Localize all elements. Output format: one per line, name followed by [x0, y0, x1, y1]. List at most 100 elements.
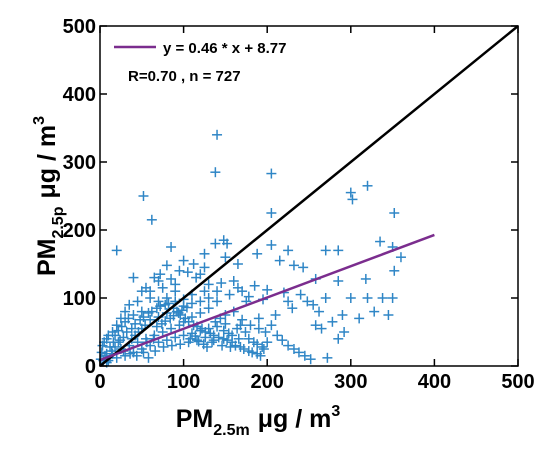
- data-point: [299, 350, 310, 361]
- data-point: [320, 293, 331, 303]
- x-axis-title-main: PM: [176, 405, 214, 433]
- data-point: [175, 339, 186, 350]
- data-point: [166, 323, 177, 334]
- x-axis-ticks: 0 100 200 300 400 500: [94, 26, 535, 393]
- data-point: [227, 330, 238, 341]
- data-point: [314, 306, 325, 317]
- data-point: [369, 306, 380, 317]
- data-point: [249, 280, 260, 291]
- data-point: [235, 320, 246, 331]
- data-point: [233, 333, 244, 344]
- data-point: [183, 337, 194, 348]
- data-point: [97, 340, 108, 351]
- legend-fit-label: y = 0.46 * x + 8.77: [163, 40, 286, 57]
- data-point: [111, 320, 122, 331]
- x-axis-title: PM2.5m μg / m3: [176, 403, 341, 439]
- data-point: [157, 282, 168, 293]
- data-point: [243, 291, 254, 302]
- data-point: [143, 352, 154, 363]
- y-tick-label: 400: [63, 84, 96, 106]
- data-point: [395, 252, 406, 263]
- data-point: [333, 276, 344, 286]
- data-point: [245, 320, 256, 331]
- data-point: [216, 278, 227, 289]
- data-point: [138, 191, 149, 201]
- data-point: [170, 286, 181, 297]
- data-point: [212, 129, 223, 140]
- data-point: [345, 187, 356, 198]
- x-tick-label: 100: [167, 371, 200, 393]
- data-point: [333, 333, 344, 344]
- points-layer: [95, 129, 406, 368]
- data-point: [253, 323, 264, 334]
- y-tick-label: 300: [63, 152, 96, 174]
- data-point: [178, 330, 189, 341]
- data-point: [210, 167, 221, 178]
- data-point: [136, 306, 147, 317]
- legend: y = 0.46 * x + 8.77: [114, 40, 286, 57]
- data-point: [158, 341, 169, 352]
- data-point: [138, 347, 149, 358]
- data-point: [210, 238, 221, 249]
- data-point: [120, 306, 131, 317]
- one-to-one-line: [99, 25, 519, 367]
- data-point: [258, 344, 269, 354]
- y-axis-title-unit: μg / m: [33, 125, 61, 199]
- data-point: [186, 298, 197, 309]
- data-point: [124, 299, 135, 310]
- data-point: [186, 312, 197, 323]
- data-point: [283, 296, 294, 307]
- data-point: [237, 314, 248, 325]
- data-point: [232, 282, 243, 293]
- data-point: [253, 313, 264, 324]
- data-point: [266, 239, 277, 250]
- data-point: [220, 318, 231, 329]
- data-point: [136, 286, 147, 297]
- data-point: [130, 318, 141, 329]
- y-axis-title-main: PM: [33, 239, 61, 277]
- data-point: [345, 293, 356, 303]
- data-point: [111, 245, 122, 256]
- data-point: [316, 323, 327, 334]
- data-point: [178, 255, 189, 266]
- data-point: [191, 335, 202, 346]
- data-point: [240, 327, 251, 337]
- data-point: [220, 252, 231, 263]
- data-point: [121, 327, 132, 337]
- data-point: [320, 245, 331, 256]
- data-point: [166, 273, 177, 284]
- data-point: [238, 344, 249, 354]
- data-point: [207, 337, 218, 348]
- y-tick-label: 200: [63, 220, 96, 242]
- data-point: [161, 335, 172, 346]
- data-point: [131, 350, 142, 361]
- data-point: [163, 298, 174, 309]
- data-point: [225, 341, 236, 352]
- data-point: [362, 293, 373, 303]
- data-point: [362, 180, 373, 191]
- data-point: [123, 313, 134, 324]
- data-point: [389, 265, 400, 276]
- y-tick-label: 100: [63, 288, 96, 310]
- fit-line: [99, 233, 435, 362]
- data-point: [174, 320, 185, 331]
- x-tick-label: 400: [418, 371, 451, 393]
- data-point: [266, 320, 277, 331]
- data-point: [212, 296, 223, 307]
- data-point: [354, 313, 365, 324]
- data-point: [151, 321, 162, 332]
- data-point: [168, 310, 179, 321]
- data-point: [115, 335, 126, 346]
- y-axis-ticks: 0 100 200 300 400 500: [63, 16, 518, 378]
- data-point: [161, 260, 172, 271]
- data-point: [213, 332, 224, 343]
- data-point: [145, 314, 156, 325]
- data-point: [203, 323, 214, 334]
- data-point: [333, 245, 344, 256]
- data-point: [208, 335, 219, 346]
- data-point: [255, 350, 266, 361]
- data-point: [283, 245, 294, 256]
- stats-label: R=0.70 , n = 727: [128, 68, 241, 85]
- y-tick-label: 0: [85, 356, 96, 378]
- data-point: [287, 303, 298, 314]
